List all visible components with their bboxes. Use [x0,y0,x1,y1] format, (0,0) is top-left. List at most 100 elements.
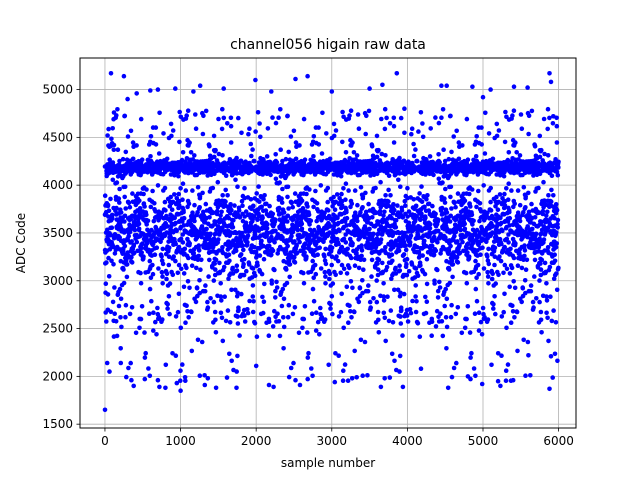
data-point [257,253,263,258]
data-point [234,263,240,269]
data-point [536,160,541,166]
data-point [392,287,397,293]
data-point [323,261,329,267]
data-point [218,294,224,299]
data-point [241,261,246,267]
data-point [127,311,133,317]
data-point [502,191,507,197]
data-point [166,254,172,259]
data-point [554,207,560,213]
data-point [106,274,112,279]
x-tick-label: 3000 [317,434,348,448]
data-point [538,261,543,266]
data-point [227,320,233,325]
data-point [473,258,478,264]
data-point [515,348,520,354]
data-point [236,115,241,121]
data-point [168,121,174,127]
data-point [398,290,403,296]
data-point [184,113,189,118]
data-point [417,334,423,340]
data-point [541,116,547,122]
data-point [426,208,432,213]
data-point [288,134,294,139]
data-point [253,129,258,134]
data-point [509,265,515,271]
data-point [389,252,395,257]
data-point [169,207,175,212]
data-point [122,184,128,190]
data-point [318,305,323,311]
data-point [213,257,219,263]
data-point [431,252,437,257]
data-point [151,218,157,224]
data-point [397,155,402,161]
data-point [223,173,229,178]
data-point [205,376,211,381]
data-point [190,188,195,193]
data-point [263,208,269,213]
data-point [185,309,190,314]
data-point [285,314,291,320]
data-point [496,199,502,205]
data-point [528,283,534,288]
data-point [553,230,559,235]
data-point [182,375,188,380]
data-point [308,218,314,224]
data-point [542,198,547,203]
data-point [517,218,523,224]
data-point [109,136,114,142]
data-point [239,198,245,204]
data-point [546,193,551,198]
data-point [473,373,478,379]
data-point [180,150,186,155]
data-point [218,310,224,316]
data-point [118,296,124,302]
data-point [352,263,358,269]
data-point [328,306,333,311]
data-point [387,121,393,126]
data-point [166,262,172,268]
data-point [374,171,380,177]
data-point [238,252,244,257]
data-point [273,295,278,300]
data-point [492,294,497,299]
data-point [334,254,339,259]
data-point [172,215,177,221]
data-point [347,113,352,118]
data-point [462,221,468,227]
data-point [545,315,550,321]
data-point [474,298,480,304]
data-point [346,320,351,326]
data-point [391,115,397,121]
data-point [142,376,148,382]
data-point [110,216,115,221]
data-point [271,384,276,390]
data-point [518,112,524,117]
data-point [195,257,201,263]
data-point [268,172,273,178]
data-point [111,147,117,152]
data-point [494,121,500,127]
data-point [311,298,317,304]
data-point [465,157,471,162]
data-point [509,188,514,193]
data-point [547,71,552,76]
data-point [437,285,443,290]
data-point [486,261,492,267]
data-point [343,232,349,237]
data-point [465,374,471,379]
data-point [176,244,182,250]
data-point [235,314,240,319]
data-point [401,291,407,297]
data-point [295,227,301,233]
data-point [285,194,290,200]
data-point [174,380,180,386]
data-point [231,238,236,243]
data-point [198,267,203,273]
data-point [199,257,204,263]
data-point [220,245,225,250]
data-point [343,240,349,245]
data-point [128,360,133,366]
data-point [134,239,140,245]
